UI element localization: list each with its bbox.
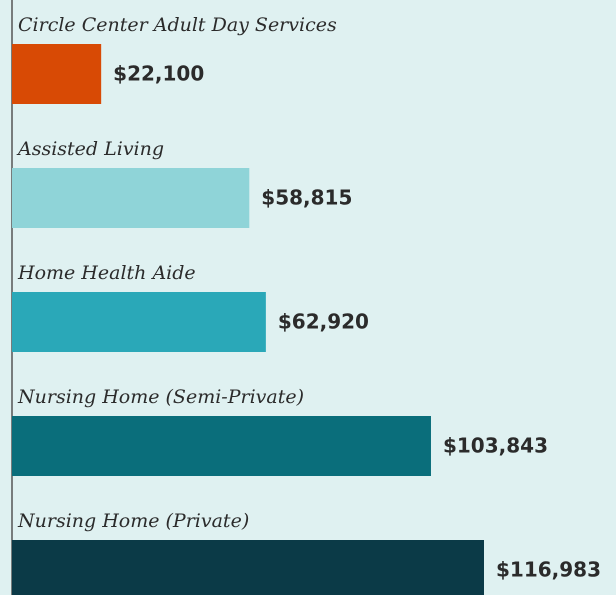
category-label: Nursing Home (Private) [17,510,249,532]
value-label: $103,843 [443,434,548,458]
bar [12,540,484,595]
category-label: Assisted Living [16,138,164,160]
bar [12,416,431,476]
bar [12,44,102,104]
value-label: $62,920 [278,310,369,334]
value-label: $58,815 [261,186,352,210]
bar [12,168,250,228]
bar [12,292,266,352]
category-label: Nursing Home (Semi-Private) [17,386,304,408]
value-label: $22,100 [113,62,204,86]
category-label: Home Health Aide [17,262,196,284]
category-label: Circle Center Adult Day Services [18,14,337,36]
value-label: $116,983 [496,558,601,582]
